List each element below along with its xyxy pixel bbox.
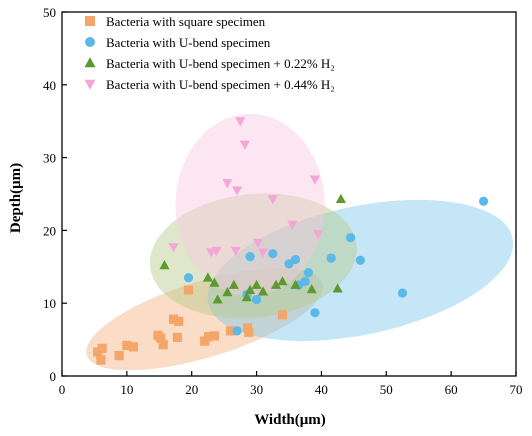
- ellipses-layer: [86, 113, 514, 371]
- series-4-point: [257, 248, 269, 258]
- points-layer: [93, 117, 489, 365]
- x-tick-label: 60: [445, 382, 458, 397]
- series-1-point: [168, 314, 179, 324]
- x-tick-label: 10: [120, 382, 133, 397]
- legend-marker-series-3: [84, 57, 96, 68]
- series-2-point: [326, 253, 336, 263]
- legend-label-series-2: Bacteria with U-bend specimen: [106, 35, 271, 50]
- series-2-point: [284, 259, 294, 269]
- series-2-point: [303, 268, 314, 278]
- series-1-point: [114, 351, 124, 361]
- x-tick-label: 30: [250, 382, 263, 397]
- x-axis-title: Width(μm): [254, 412, 326, 428]
- series-3-point: [241, 292, 252, 302]
- series-4-point: [230, 246, 241, 257]
- series-4-point: [309, 175, 321, 185]
- series-2-point: [397, 288, 408, 298]
- y-tick-label: 10: [43, 296, 56, 311]
- series-1-point: [97, 343, 107, 353]
- y-tick-label: 30: [43, 151, 56, 166]
- series-1-point: [158, 340, 168, 350]
- series-3-point: [228, 279, 239, 289]
- series-3-point: [332, 283, 343, 293]
- series-3-point: [212, 294, 223, 304]
- series-1-point: [183, 285, 194, 295]
- series-4-point: [267, 195, 278, 205]
- series-1-point: [128, 342, 138, 352]
- series-3-point: [202, 272, 213, 282]
- series-4-point: [168, 243, 179, 253]
- series-1-point: [172, 332, 183, 343]
- series-2-point: [310, 308, 320, 318]
- series-3-point: [209, 277, 220, 287]
- series-4-point: [239, 140, 250, 150]
- series-3-point: [251, 279, 262, 289]
- series-3-point: [277, 276, 288, 286]
- series-2-point: [251, 294, 262, 305]
- legend-marker-series-2: [85, 37, 95, 47]
- series-1-point: [155, 333, 166, 343]
- series-4-ellipse: [175, 113, 325, 296]
- y-tick-label: 50: [43, 5, 56, 20]
- plot-frame: [61, 11, 517, 377]
- series-2-ellipse: [207, 199, 514, 341]
- series-2-point: [478, 196, 489, 206]
- series-3-point: [335, 193, 346, 204]
- series-1-point: [174, 316, 184, 326]
- series-1-point: [122, 340, 132, 351]
- series-2-point: [290, 254, 301, 265]
- y-tick-label: 40: [43, 78, 56, 93]
- x-tick-label: 40: [315, 382, 328, 397]
- legend-label-series-4: Bacteria with U-bend specimen + 0.44% H₂: [106, 77, 335, 92]
- legend: Bacteria with square specimen Bacteria wi…: [84, 14, 335, 92]
- series-1-point: [96, 355, 106, 365]
- series-3-point: [290, 279, 301, 289]
- series-2-point: [232, 326, 242, 336]
- series-3-point: [257, 286, 269, 296]
- series-4-point: [211, 246, 222, 257]
- x-tick-label: 70: [510, 382, 523, 397]
- legend-marker-series-4: [84, 79, 96, 90]
- series-4-point: [287, 220, 298, 230]
- legend-marker-series-1: [85, 16, 95, 26]
- series-4-point: [232, 186, 243, 196]
- series-1-point: [203, 332, 214, 342]
- series-1-point: [277, 310, 288, 320]
- series-2-point: [245, 252, 255, 262]
- x-tick-label: 50: [380, 382, 393, 397]
- series-1-point: [209, 331, 220, 341]
- series-2-point: [300, 276, 310, 286]
- series-3-point: [159, 260, 170, 270]
- series-3-point: [270, 279, 282, 289]
- y-tick-label: 0: [50, 369, 57, 384]
- axes-layer: 0 10 20 30 40 50 60 70 0 10 20 30 40 50: [43, 5, 523, 397]
- series-4-point: [235, 117, 246, 127]
- legend-label-series-3: Bacteria with U-bend specimen + 0.22% H₂: [106, 56, 335, 71]
- series-2-point: [268, 249, 278, 259]
- series-1-point: [226, 326, 236, 336]
- series-2-point: [355, 255, 365, 265]
- x-tick-label: 20: [185, 382, 198, 397]
- x-tick-label: 0: [59, 382, 66, 397]
- y-tick-label: 20: [43, 223, 56, 238]
- series-4-point: [222, 179, 233, 189]
- series-2-point: [183, 273, 194, 283]
- series-4-point: [313, 230, 324, 240]
- legend-label-series-1: Bacteria with square specimen: [106, 14, 266, 29]
- series-3-point: [245, 284, 256, 295]
- series-3-point: [306, 284, 317, 294]
- series-3-point: [222, 286, 233, 297]
- series-2-point: [346, 233, 356, 243]
- series-4-point: [252, 238, 263, 249]
- series-1-point: [244, 327, 254, 337]
- y-axis-title: Depth(μm): [8, 163, 24, 233]
